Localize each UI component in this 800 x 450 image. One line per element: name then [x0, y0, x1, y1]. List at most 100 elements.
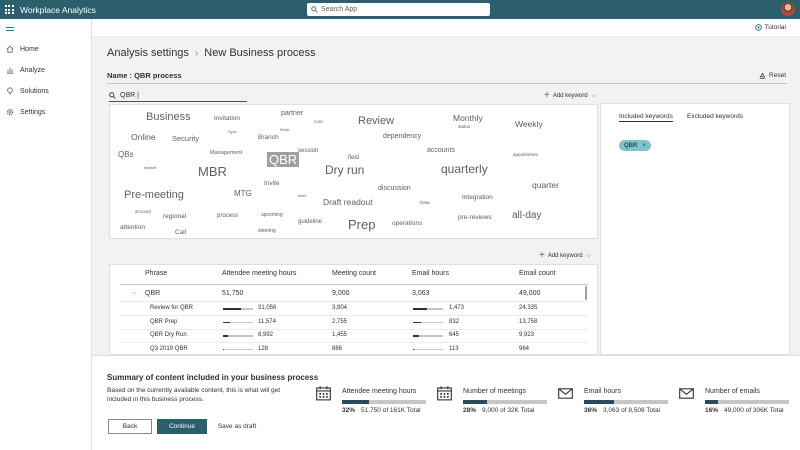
metric-bar-fill — [705, 400, 719, 404]
column-header[interactable]: Email hours — [412, 270, 449, 277]
cloud-word[interactable]: field — [348, 155, 360, 161]
cloud-word[interactable]: Dry run — [325, 163, 365, 177]
cloud-word[interactable]: operations — [392, 220, 423, 227]
sidebar-item-home[interactable]: Home — [0, 41, 92, 57]
cloud-word[interactable]: Invite — [264, 180, 280, 187]
cloud-word[interactable]: attention — [120, 224, 145, 231]
cloud-word[interactable]: regional — [163, 213, 187, 220]
bar-fill — [413, 335, 420, 337]
table-scrollbar[interactable] — [585, 286, 587, 300]
reset-button[interactable]: Reset — [759, 72, 786, 79]
app-search-box[interactable]: Search App — [307, 3, 490, 16]
cloud-word[interactable]: status — [458, 124, 471, 129]
add-keyword-button[interactable]: + Add keyword ⌵ — [544, 91, 596, 101]
cloud-word[interactable]: Security — [172, 134, 200, 143]
avatar[interactable] — [781, 2, 795, 16]
cloud-word[interactable]: Weekly — [515, 119, 543, 129]
back-button[interactable]: Back — [108, 419, 152, 434]
cloud-word[interactable]: upcoming — [261, 212, 283, 218]
keyword-chip-label: QBR — [624, 142, 638, 149]
cloud-word[interactable]: Sync — [228, 129, 237, 134]
sidebar-item-analyze[interactable]: Analyze — [0, 62, 92, 78]
cloud-word[interactable]: Call — [175, 229, 187, 236]
row-phrase[interactable]: Review for QBR — [150, 305, 194, 311]
cloud-word[interactable]: MBR — [198, 164, 227, 179]
cloud-word[interactable]: steering — [258, 228, 276, 234]
cloud-word[interactable]: Integration — [462, 194, 493, 201]
breadcrumb: Analysis settings › New Business process — [107, 47, 316, 59]
cloud-word[interactable]: dependency — [383, 133, 422, 140]
row-phrase[interactable]: Q3 2019 QBR — [150, 345, 188, 352]
cloud-word[interactable]: appointment — [513, 152, 538, 157]
cloud-word[interactable]: core — [314, 119, 323, 124]
cloud-word[interactable]: Pre-meeting — [124, 189, 184, 201]
app-launcher-button[interactable] — [0, 0, 18, 19]
cloud-word[interactable]: market — [144, 165, 157, 170]
cloud-word[interactable]: Management — [210, 150, 243, 156]
cloud-word[interactable]: all-day — [512, 210, 542, 221]
cloud-word[interactable]: brief — [298, 193, 306, 198]
cloud-word[interactable]: partner — [281, 110, 304, 117]
parent-meeting-count: 9,000 — [332, 290, 350, 297]
mail-icon — [679, 388, 694, 399]
row-email-count: 13,758 — [519, 318, 538, 325]
cloud-word[interactable]: Branch — [258, 134, 279, 141]
column-header[interactable]: Meeting count — [332, 270, 376, 277]
continue-button[interactable]: Continue — [157, 419, 207, 434]
column-header[interactable]: Phrase — [145, 270, 168, 277]
cloud-word[interactable]: quarterly — [441, 162, 488, 176]
breadcrumb-parent[interactable]: Analysis settings — [107, 47, 189, 59]
save-draft-button[interactable]: Save as draft — [217, 423, 257, 430]
keyword-chip[interactable]: QBR × — [619, 140, 651, 151]
row-divider — [120, 301, 588, 302]
cloud-word[interactable]: guideline — [298, 219, 323, 225]
attendee-hours-bar — [223, 335, 253, 337]
row-divider — [120, 328, 588, 330]
hamburger-menu-icon[interactable] — [6, 27, 14, 33]
row-phrase[interactable]: QBR Dry Run — [150, 332, 187, 338]
cloud-word[interactable]: Data — [420, 200, 430, 205]
cloud-word[interactable]: QBR — [267, 152, 300, 167]
cloud-word[interactable]: Draft readout — [323, 197, 373, 207]
tab-included-keywords[interactable]: Included keywords — [619, 113, 673, 122]
cloud-word[interactable]: QBs — [118, 150, 134, 159]
keywords-panel: Included keywords Excluded keywords QBR … — [600, 103, 790, 355]
cloud-word[interactable]: MTG — [234, 189, 252, 198]
chevron-down-icon[interactable]: ⌵ — [132, 290, 137, 296]
cloud-word[interactable]: pre-reviews — [458, 214, 492, 221]
cloud-word[interactable]: session — [298, 148, 319, 154]
cloud-word[interactable]: discussion — [378, 185, 411, 192]
column-header[interactable]: Email count — [519, 270, 556, 277]
cloud-word[interactable]: Invitation — [214, 115, 241, 122]
cloud-word[interactable]: Business — [146, 111, 191, 123]
metric-percent: 28% — [463, 407, 477, 414]
cloud-word[interactable]: account — [135, 209, 151, 214]
cloud-word[interactable]: Monthly — [453, 113, 483, 123]
keyword-search-input[interactable]: QBR | — [109, 89, 247, 102]
cloud-word[interactable]: Review — [358, 115, 395, 127]
sidebar-item-solutions[interactable]: Solutions — [0, 83, 92, 99]
row-email-count: 984 — [519, 345, 530, 352]
cloud-word[interactable]: process — [217, 213, 239, 219]
row-email-hours: 113 — [449, 345, 459, 352]
bar-fill — [413, 348, 415, 350]
metric-bar — [705, 400, 789, 404]
tutorial-button[interactable]: Tutorial — [754, 24, 786, 31]
cloud-word[interactable]: Online — [131, 132, 156, 142]
divider — [107, 83, 787, 84]
row-phrase[interactable]: QBR Prep — [150, 318, 178, 325]
sidebar-item-settings[interactable]: Settings — [0, 104, 92, 120]
cloud-word[interactable]: Work — [280, 127, 290, 132]
cloud-word[interactable]: accounts — [427, 147, 456, 154]
tab-excluded-keywords[interactable]: Excluded keywords — [687, 113, 743, 120]
row-attendee-hours: 8,992 — [258, 332, 274, 338]
table-add-keyword-button[interactable]: + Add keyword ⌵ — [539, 251, 591, 261]
cloud-word[interactable]: quarter — [532, 180, 559, 190]
chevron-right-icon: › — [194, 47, 199, 59]
column-header[interactable]: Attendee meeting hours — [222, 270, 297, 277]
sidebar: Home Analyze Solutions Settings — [0, 19, 92, 450]
cloud-word[interactable]: Prep — [348, 217, 376, 232]
metric-detail: 3,063 of 8,508 Total — [603, 407, 660, 414]
main-content: Analysis settings › New Business process… — [92, 37, 800, 355]
close-icon[interactable]: × — [642, 142, 646, 149]
